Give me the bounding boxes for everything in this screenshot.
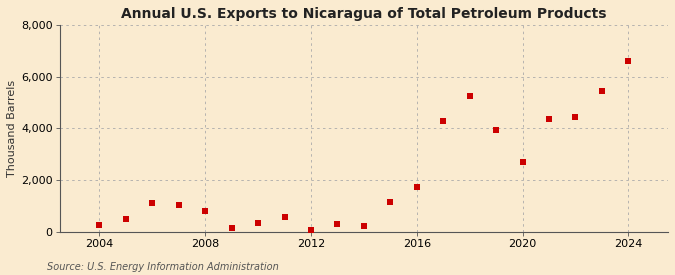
Point <box>411 184 422 189</box>
Point <box>438 119 449 123</box>
Text: Source: U.S. Energy Information Administration: Source: U.S. Energy Information Administ… <box>47 262 279 272</box>
Point <box>279 215 290 219</box>
Point <box>306 228 317 232</box>
Point <box>597 89 608 93</box>
Y-axis label: Thousand Barrels: Thousand Barrels <box>7 80 17 177</box>
Point <box>94 222 105 227</box>
Point <box>358 224 369 228</box>
Point <box>385 200 396 204</box>
Title: Annual U.S. Exports to Nicaragua of Total Petroleum Products: Annual U.S. Exports to Nicaragua of Tota… <box>121 7 607 21</box>
Point <box>543 117 554 122</box>
Point <box>252 221 263 225</box>
Point <box>173 202 184 207</box>
Point <box>570 114 581 119</box>
Point <box>147 201 158 206</box>
Point <box>623 59 634 63</box>
Point <box>226 226 237 231</box>
Point <box>332 222 343 226</box>
Point <box>200 209 211 213</box>
Point <box>517 160 528 164</box>
Point <box>464 94 475 98</box>
Point <box>120 217 131 222</box>
Point <box>491 128 502 132</box>
